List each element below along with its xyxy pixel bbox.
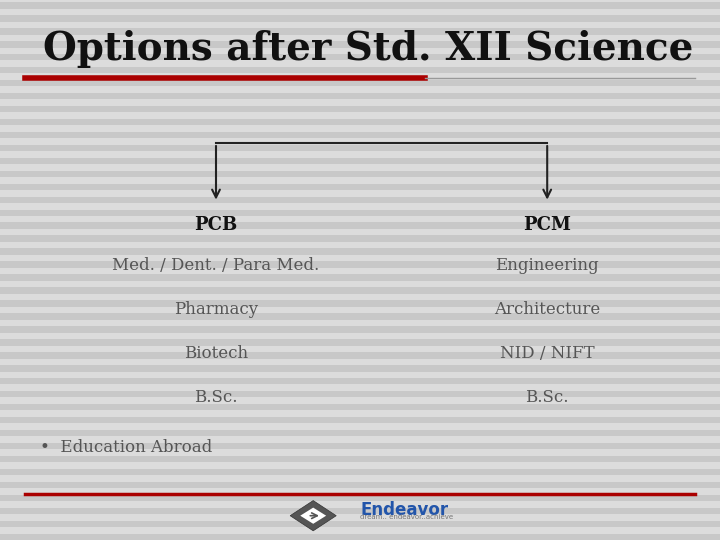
Text: Biotech: Biotech xyxy=(184,345,248,362)
Bar xyxy=(0,248,720,255)
Bar xyxy=(0,54,720,60)
Bar xyxy=(0,184,720,190)
Polygon shape xyxy=(300,508,326,524)
Text: dream.. endeavor..achieve: dream.. endeavor..achieve xyxy=(360,514,453,520)
Bar xyxy=(0,300,720,307)
Text: NID / NIFT: NID / NIFT xyxy=(500,345,595,362)
Bar xyxy=(0,67,720,73)
Text: Endeavor: Endeavor xyxy=(360,501,448,518)
Bar xyxy=(0,274,720,281)
Bar xyxy=(0,132,720,138)
Bar xyxy=(0,287,720,294)
Bar xyxy=(0,508,720,514)
Bar xyxy=(0,313,720,320)
Bar xyxy=(0,404,720,410)
Text: Engineering: Engineering xyxy=(495,256,599,273)
Bar xyxy=(0,261,720,268)
Bar xyxy=(0,28,720,35)
Bar xyxy=(0,378,720,384)
Text: Options after Std. XII Science: Options after Std. XII Science xyxy=(43,30,693,68)
Text: Pharmacy: Pharmacy xyxy=(174,301,258,318)
Bar xyxy=(0,106,720,112)
Bar xyxy=(0,326,720,333)
Text: PCM: PCM xyxy=(523,216,571,234)
Bar xyxy=(0,482,720,488)
Bar xyxy=(0,41,720,48)
Bar xyxy=(0,2,720,9)
Bar xyxy=(0,430,720,436)
Bar xyxy=(0,171,720,177)
Bar xyxy=(0,339,720,346)
Text: •  Education Abroad: • Education Abroad xyxy=(40,439,212,456)
Bar xyxy=(0,15,720,22)
Bar xyxy=(0,391,720,397)
Bar xyxy=(0,235,720,242)
Text: Architecture: Architecture xyxy=(494,301,600,318)
Bar xyxy=(0,456,720,462)
Bar xyxy=(0,210,720,216)
Bar xyxy=(0,365,720,372)
Bar xyxy=(0,417,720,423)
Bar xyxy=(0,352,720,359)
Bar xyxy=(0,197,720,203)
Text: Med. / Dent. / Para Med.: Med. / Dent. / Para Med. xyxy=(112,256,320,273)
Polygon shape xyxy=(290,501,336,531)
Bar xyxy=(0,158,720,164)
Bar xyxy=(0,443,720,449)
Text: PCB: PCB xyxy=(194,216,238,234)
Bar xyxy=(0,521,720,527)
Bar xyxy=(0,80,720,86)
Text: B.Sc.: B.Sc. xyxy=(194,389,238,406)
Text: B.Sc.: B.Sc. xyxy=(526,389,569,406)
Bar xyxy=(0,119,720,125)
Bar xyxy=(0,534,720,540)
Bar xyxy=(0,145,720,151)
Bar xyxy=(0,93,720,99)
Bar xyxy=(0,469,720,475)
Bar xyxy=(0,495,720,501)
Bar xyxy=(0,222,720,229)
